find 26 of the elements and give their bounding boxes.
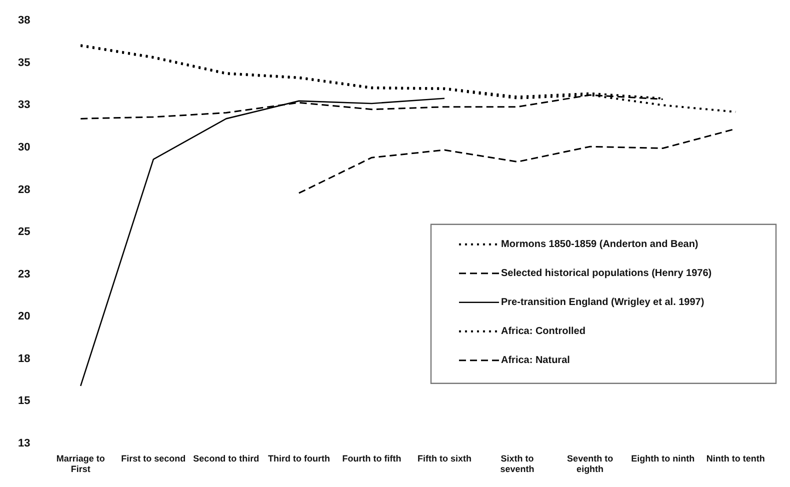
y-tick-label: 25 [18,226,30,238]
y-tick-label: 13 [18,437,30,450]
x-tick-label: Fifth to sixth [418,453,472,464]
x-tick-label: Third to fourth [268,453,330,464]
legend-label: Selected historical populations (Henry 1976) [501,268,712,280]
x-tick-label: Second to third [193,453,260,464]
legend-label: Mormons 1850-1859 (Anderton and Bean) [501,239,698,250]
x-tick-label: Ninth to tenth [706,453,765,464]
y-tick-label: 28 [18,184,30,196]
y-tick-label: 33 [18,99,30,112]
x-tick-label: Fourth to fifth [342,453,402,464]
y-tick-label: 35 [18,56,30,69]
y-tick-label: 30 [18,141,30,154]
x-tick-label: Sixth to seventh [500,453,534,474]
legend-label: Africa: Natural [501,355,570,366]
y-tick-label: 38 [18,14,30,27]
x-tick-label: Marriage to First [56,453,106,474]
legend-label: Africa: Controlled [501,326,586,338]
y-tick-label: 23 [18,268,30,280]
x-tick-label: Eighth to ninth [631,453,695,464]
legend-label: Pre-transition England (Wrigley et al. 1997) [501,297,704,308]
y-tick-label: 18 [18,352,30,365]
y-tick-label: 20 [18,310,30,323]
y-tick-label: 15 [18,395,30,408]
x-tick-label: Seventh to eighth [567,453,614,474]
x-tick-label: First to second [121,453,186,464]
